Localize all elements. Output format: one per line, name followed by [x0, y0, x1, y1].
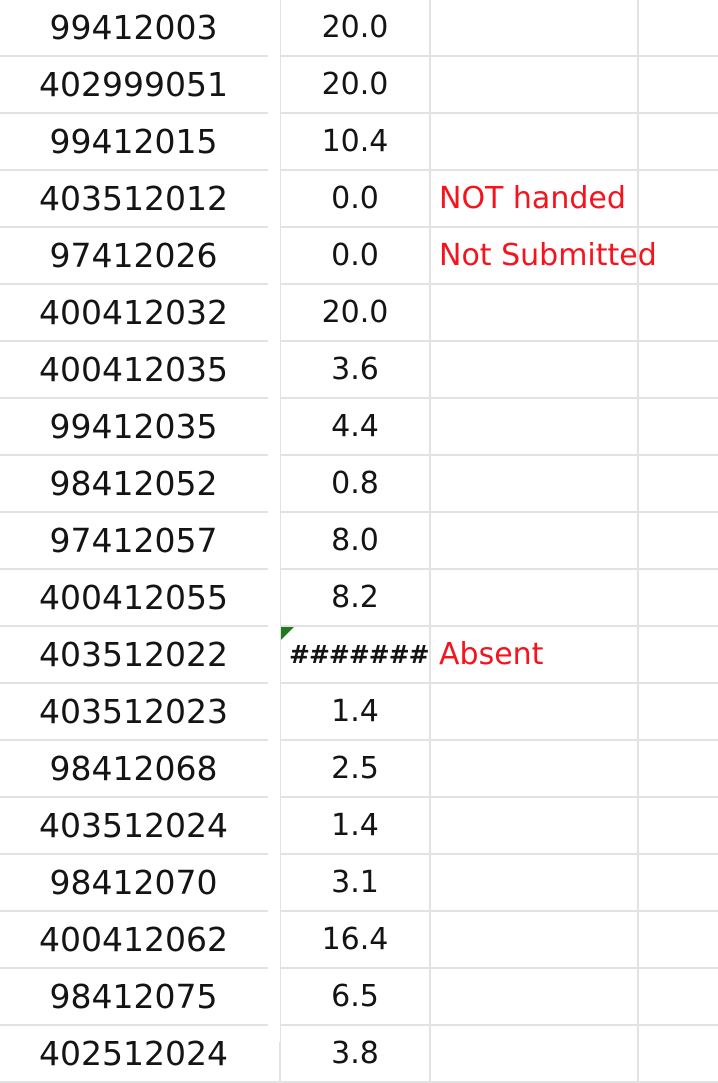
cell-note[interactable]: [430, 968, 639, 1026]
cell-score[interactable]: 0.0: [279, 170, 431, 228]
table-row: 400412032 20.0: [0, 284, 718, 342]
table-row: 402512024 3.8: [0, 1025, 718, 1083]
table-row: 98412075 6.5: [0, 968, 718, 1026]
cell-note[interactable]: [430, 740, 639, 798]
table-row: 98412068 2.5: [0, 740, 718, 798]
cell-score[interactable]: 0.8: [279, 455, 431, 513]
cell-note[interactable]: [430, 0, 639, 57]
comment-marker-icon: [282, 627, 294, 640]
cell-note[interactable]: [430, 1025, 639, 1083]
cell-note[interactable]: [430, 398, 639, 456]
cell-empty[interactable]: [638, 968, 718, 1026]
table-row: 402999051 20.0: [0, 56, 718, 114]
cell-note[interactable]: [430, 56, 639, 114]
cell-note[interactable]: [430, 797, 639, 855]
cell-empty[interactable]: [638, 569, 718, 627]
cell-score[interactable]: 4.4: [279, 398, 431, 456]
cell-student-id[interactable]: 403512024: [0, 797, 280, 855]
cell-student-id[interactable]: 402512024: [0, 1025, 280, 1083]
table-row: 403512012 0.0 NOT handed: [0, 170, 718, 228]
cell-score[interactable]: 10.4: [279, 113, 431, 171]
cell-student-id[interactable]: 98412052: [0, 455, 280, 513]
cell-empty[interactable]: [638, 911, 718, 969]
table-row: 99412003 20.0: [0, 0, 718, 57]
cell-note[interactable]: Absent: [430, 626, 639, 684]
cell-student-id[interactable]: 400412032: [0, 284, 280, 342]
cell-empty[interactable]: [638, 284, 718, 342]
cell-note[interactable]: NOT handed: [430, 170, 639, 228]
cell-note[interactable]: [430, 854, 639, 912]
cell-student-id[interactable]: 403512022: [0, 626, 280, 684]
table-row: 99412015 10.4: [0, 113, 718, 171]
cell-empty[interactable]: [638, 854, 718, 912]
cell-student-id[interactable]: 97412026: [0, 227, 280, 285]
cell-score[interactable]: 0.0: [279, 227, 431, 285]
cell-note[interactable]: [430, 284, 639, 342]
cell-empty[interactable]: [638, 455, 718, 513]
cell-note[interactable]: [430, 911, 639, 969]
cell-empty[interactable]: [638, 170, 718, 228]
cell-empty[interactable]: [638, 341, 718, 399]
cell-score[interactable]: 1.4: [279, 797, 431, 855]
cell-student-id[interactable]: 403512012: [0, 170, 280, 228]
cell-student-id[interactable]: 99412035: [0, 398, 280, 456]
cell-score[interactable]: 16.4: [279, 911, 431, 969]
cell-student-id[interactable]: 400412062: [0, 911, 280, 969]
cell-score[interactable]: 3.1: [279, 854, 431, 912]
table-row: 403512024 1.4: [0, 797, 718, 855]
cell-note[interactable]: [430, 341, 639, 399]
cell-student-id[interactable]: 98412075: [0, 968, 280, 1026]
cell-score[interactable]: 20.0: [279, 56, 431, 114]
cell-note[interactable]: [430, 113, 639, 171]
cell-empty[interactable]: [638, 683, 718, 741]
cell-empty[interactable]: [638, 398, 718, 456]
table-row: 403512023 1.4: [0, 683, 718, 741]
cell-score[interactable]: 20.0: [279, 284, 431, 342]
cell-empty[interactable]: [638, 0, 718, 57]
table-row: 98412052 0.8: [0, 455, 718, 513]
cell-student-id[interactable]: 402999051: [0, 56, 280, 114]
cell-note[interactable]: [430, 569, 639, 627]
cell-score[interactable]: 6.5: [279, 968, 431, 1026]
cell-score[interactable]: 8.0: [279, 512, 431, 570]
cell-note[interactable]: [430, 455, 639, 513]
cell-note[interactable]: [430, 683, 639, 741]
cell-empty[interactable]: [638, 56, 718, 114]
cell-student-id[interactable]: 400412035: [0, 341, 280, 399]
table-row: 99412035 4.4: [0, 398, 718, 456]
cell-empty[interactable]: [638, 797, 718, 855]
cell-empty[interactable]: [638, 740, 718, 798]
cell-empty[interactable]: [638, 626, 718, 684]
table-row: 400412062 16.4: [0, 911, 718, 969]
cell-student-id[interactable]: 403512023: [0, 683, 280, 741]
cell-student-id[interactable]: 400412055: [0, 569, 280, 627]
cell-note[interactable]: Not Submitted: [430, 227, 657, 285]
cell-score-value: #######: [289, 640, 429, 669]
cell-empty[interactable]: [638, 227, 718, 285]
cell-empty[interactable]: [638, 512, 718, 570]
cell-student-id[interactable]: 98412070: [0, 854, 280, 912]
cell-score[interactable]: 3.6: [279, 341, 431, 399]
cell-score[interactable]: 20.0: [279, 0, 431, 57]
cell-student-id[interactable]: 97412057: [0, 512, 280, 570]
cell-student-id[interactable]: 99412015: [0, 113, 280, 171]
cell-note[interactable]: [430, 512, 639, 570]
cell-score[interactable]: 2.5: [279, 740, 431, 798]
table-row: 98412070 3.1: [0, 854, 718, 912]
table-row: 97412026 0.0 Not Submitted: [0, 227, 718, 285]
table-row: 97412057 8.0: [0, 512, 718, 570]
cell-empty[interactable]: [638, 1025, 718, 1083]
cell-student-id[interactable]: 98412068: [0, 740, 280, 798]
cell-student-id[interactable]: 99412003: [0, 0, 280, 57]
cell-score[interactable]: 3.8: [279, 1025, 431, 1083]
table-row: 400412035 3.6: [0, 341, 718, 399]
cell-score-overflow[interactable]: #######: [279, 626, 431, 684]
cell-score[interactable]: 8.2: [279, 569, 431, 627]
table-row: 403512022 ####### Absent: [0, 626, 718, 684]
cell-empty[interactable]: [638, 113, 718, 171]
cell-score[interactable]: 1.4: [279, 683, 431, 741]
table-row: 400412055 8.2: [0, 569, 718, 627]
